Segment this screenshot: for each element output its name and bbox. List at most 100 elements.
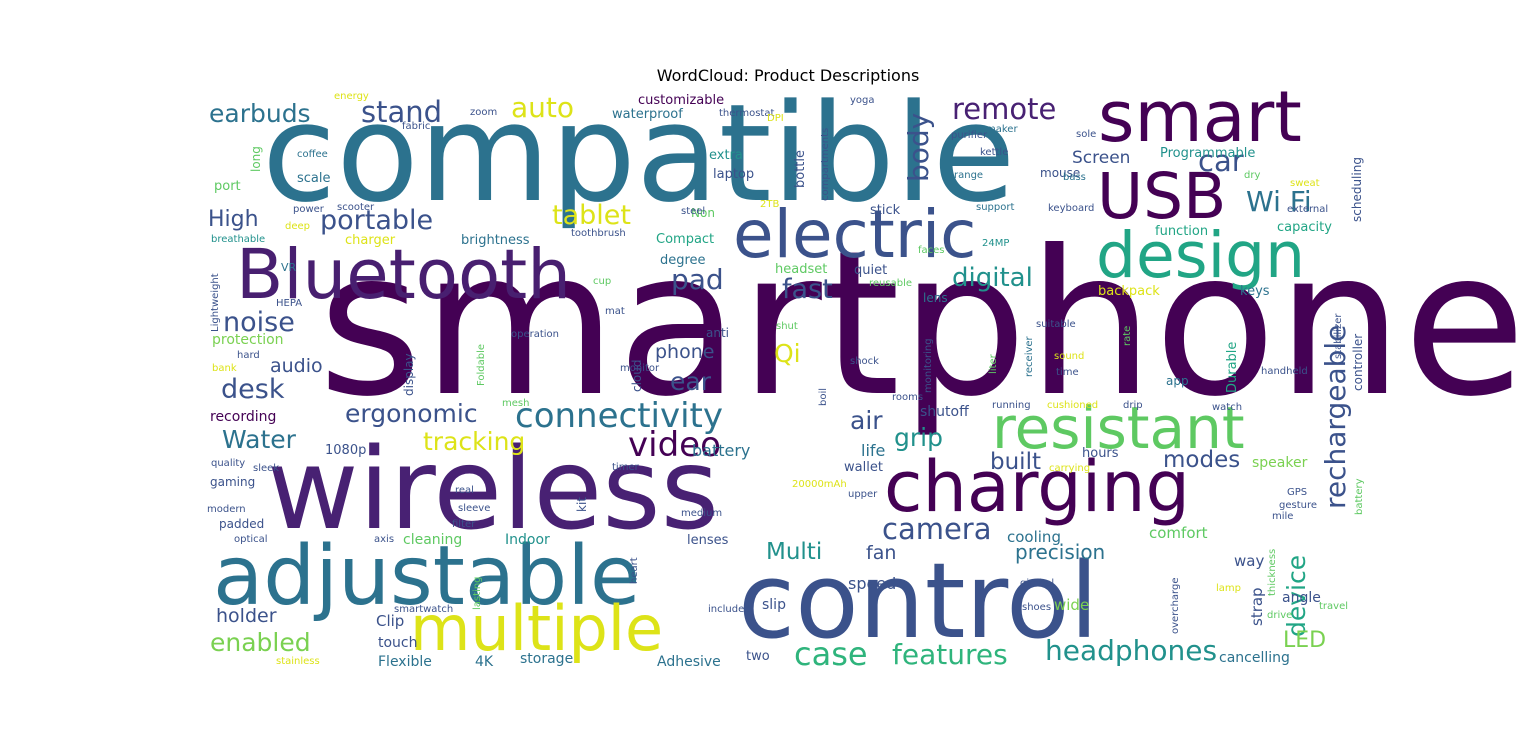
word-20000mah: 20000mAh [792,479,847,490]
word-rooms: rooms [892,392,923,403]
word-stand: stand [361,95,442,129]
word-modes: modes [1163,447,1240,473]
word-monitoring: monitoring [923,338,934,393]
word-battery: battery [1354,478,1365,515]
word-strap: strap [1248,587,1266,626]
word-touch: touch [378,635,418,651]
word-car: car [1198,144,1244,178]
word-port: port [214,179,241,194]
word-running: running [992,400,1031,411]
word-connectivity: connectivity [515,396,723,436]
word-kettle: kettle [980,147,1008,158]
word-thermostat: thermostat [719,108,774,119]
word-multi: Multi [766,539,822,565]
word-bass: bass [1063,172,1086,183]
word-anti: anti [706,326,729,340]
word-energy: energy [334,91,369,102]
word-long: long [249,146,263,172]
word-noise: noise [223,307,295,338]
word-hours: hours [1082,446,1119,461]
word-maker: maker [986,124,1018,135]
word-durable: Durable [1225,342,1240,393]
word-capacity: capacity [1277,220,1332,235]
word-purifier: purifier [951,130,988,141]
word-ear: ear [670,367,712,396]
word-faces: faces [918,245,945,256]
word-wallet: wallet [844,460,883,475]
word-zoom: zoom [470,107,497,118]
word-lamp: lamp [1216,583,1241,594]
word-holder: holder [216,605,277,627]
word-lens: lens [923,291,948,305]
word-flexible: Flexible [378,654,432,670]
word-multiple: multiple [410,592,663,665]
word-handheld: handheld [1261,366,1308,377]
word-coffee: coffee [297,149,328,160]
word-deep: deep [285,221,310,232]
word-liter: liter [988,353,999,374]
word-pad: pad [671,263,724,296]
word-cancelling: cancelling [1219,650,1290,666]
word-external: external [1287,204,1328,215]
word-sleeve: sleeve [458,503,490,514]
word-sole: sole [1076,129,1096,140]
word-bottle: bottle [793,150,808,188]
word-sound: sound [1054,351,1084,362]
word-shutoff: shutoff [920,404,969,420]
word-shut: shut [776,321,798,332]
word-wi-fi: Wi Fi [1246,185,1312,218]
word-cushioned: cushioned [1047,400,1098,411]
word-suitable: suitable [1036,319,1076,330]
word-video: video [628,425,721,465]
word-backpack: backpack [1098,284,1160,299]
word-way: way [1234,552,1264,570]
word-heart: heart [629,557,640,584]
word-stick: stick [870,203,901,218]
word-adjustable: adjustable [213,529,640,624]
word-controller: controller [1351,334,1365,391]
word-vr: VR [281,261,297,274]
word-range: range [954,170,983,181]
word-reusable: reusable [869,278,912,289]
word-control: control [738,540,1099,662]
word-wireless: wireless [267,425,719,555]
word-gps: GPS [1287,487,1307,498]
word-keys: keys [1240,284,1270,299]
word-kit: kit [575,497,589,512]
word-wide: wide [1054,596,1089,614]
word-programmable: Programmable [1160,146,1255,161]
word-monitor: monitor [620,363,660,374]
word-lasting: lasting [472,576,483,610]
word-electric: electric [733,196,976,273]
word-audio: audio [270,355,323,377]
word-overcharge: overcharge [1170,578,1181,634]
word-enabled: enabled [210,628,311,657]
word-adhesive: Adhesive [657,654,721,670]
word-air: air [850,406,883,435]
word-compatible: compatible [262,75,1015,232]
word-sweat: sweat [1290,178,1320,189]
word-mesh: mesh [502,398,529,409]
word-compact: Compact [656,232,714,247]
word-medium: medium [681,508,722,519]
word-digital: digital [952,263,1033,293]
word-toothbrush: toothbrush [571,228,626,239]
word-earbuds: earbuds [209,99,311,128]
word-degree: degree [660,253,706,268]
word-axis: axis [374,534,394,545]
word-cloud: cloud [630,360,644,393]
word-mouse: mouse [1040,166,1080,180]
word-rate: rate [1122,326,1133,346]
word-precision: precision [1015,540,1105,564]
word-tablet: tablet [552,200,631,231]
word-2tb: 2TB [760,199,779,210]
word-waterproof: waterproof [612,107,683,122]
word-shoes: shoes [1022,602,1051,613]
word-recording: recording [210,409,276,425]
word-receiver: receiver [1024,335,1035,377]
word-function: function [1155,224,1208,239]
word-stainless: stainless [276,656,320,667]
word-battery: battery [692,441,750,460]
word-body: body [902,113,935,182]
word-stabilizer: stabilizer [1333,313,1344,359]
